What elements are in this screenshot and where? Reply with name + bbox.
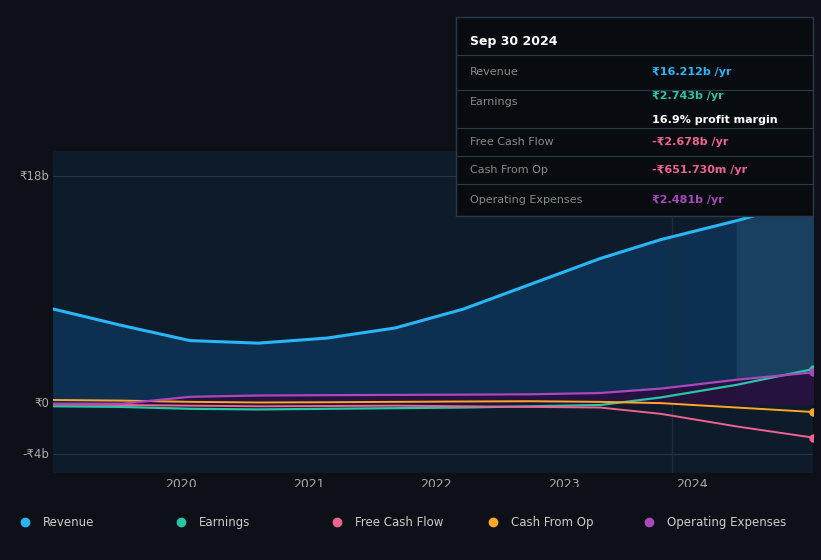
Text: -₹651.730m /yr: -₹651.730m /yr	[652, 165, 747, 175]
Text: ₹2.481b /yr: ₹2.481b /yr	[652, 195, 724, 205]
Text: Operating Expenses: Operating Expenses	[667, 516, 786, 529]
Text: 16.9% profit margin: 16.9% profit margin	[652, 115, 777, 125]
Text: -₹4b: -₹4b	[23, 448, 49, 461]
Text: ₹0: ₹0	[34, 397, 49, 410]
Text: Revenue: Revenue	[470, 67, 519, 77]
Text: ₹18b: ₹18b	[20, 170, 49, 183]
Text: ₹16.212b /yr: ₹16.212b /yr	[652, 67, 732, 77]
Text: Free Cash Flow: Free Cash Flow	[355, 516, 443, 529]
Text: Cash From Op: Cash From Op	[470, 165, 548, 175]
Text: Revenue: Revenue	[43, 516, 94, 529]
Text: Earnings: Earnings	[199, 516, 250, 529]
Text: Free Cash Flow: Free Cash Flow	[470, 137, 553, 147]
Text: -₹2.678b /yr: -₹2.678b /yr	[652, 137, 728, 147]
Text: Operating Expenses: Operating Expenses	[470, 195, 582, 205]
Text: Earnings: Earnings	[470, 97, 518, 108]
Text: ₹2.743b /yr: ₹2.743b /yr	[652, 91, 723, 101]
Text: Cash From Op: Cash From Op	[511, 516, 593, 529]
Text: Sep 30 2024: Sep 30 2024	[470, 35, 557, 48]
